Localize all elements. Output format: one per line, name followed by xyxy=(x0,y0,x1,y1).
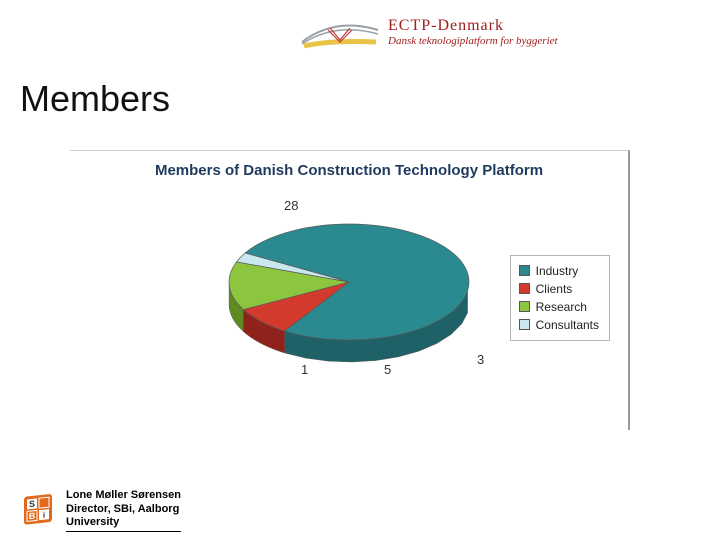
footer-line2: Director, SBi, Aalborg xyxy=(66,503,181,517)
legend-item-clients: Clients xyxy=(519,280,599,298)
legend-swatch-icon xyxy=(519,301,530,312)
sbi-logo-icon: S i B xyxy=(22,493,56,527)
legend-label: Clients xyxy=(536,282,573,296)
pie-chart-container: Members of Danish Construction Technolog… xyxy=(70,150,630,430)
svg-text:B: B xyxy=(29,511,36,522)
svg-text:S: S xyxy=(29,499,35,510)
footer-line3: University xyxy=(66,516,181,530)
legend-swatch-icon xyxy=(519,319,530,330)
footer-line1: Lone Møller Sørensen xyxy=(66,489,181,503)
logo-subtitle: Dansk teknologiplatform for byggeriet xyxy=(388,35,558,47)
logo-title: ECTP-Denmark xyxy=(388,17,558,35)
page-title: Members xyxy=(20,78,170,120)
legend-swatch-icon xyxy=(519,265,530,276)
slice-label-research: 5 xyxy=(384,362,391,377)
legend-label: Consultants xyxy=(536,318,599,332)
legend-label: Research xyxy=(536,300,587,314)
footer: S i B Lone Møller Sørensen Director, SBi… xyxy=(22,489,181,532)
slice-label-clients: 3 xyxy=(477,352,484,367)
legend-item-consultants: Consultants xyxy=(519,316,599,334)
legend-label: Industry xyxy=(536,264,579,278)
slice-label-consultants: 1 xyxy=(301,362,308,377)
header-logo: ECTP-Denmark Dansk teknologiplatform for… xyxy=(300,8,660,56)
footer-text: Lone Møller Sørensen Director, SBi, Aalb… xyxy=(66,489,181,532)
logo-swoosh-icon xyxy=(300,12,380,52)
legend-swatch-icon xyxy=(519,283,530,294)
chart-title: Members of Danish Construction Technolog… xyxy=(70,151,628,185)
logo-text: ECTP-Denmark Dansk teknologiplatform for… xyxy=(388,17,558,47)
chart-legend: Industry Clients Research Consultants xyxy=(510,255,610,341)
legend-item-research: Research xyxy=(519,298,599,316)
svg-text:i: i xyxy=(43,511,45,520)
slice-label-industry: 28 xyxy=(284,198,298,213)
pie-chart-svg xyxy=(219,210,479,380)
pie-wrap: 28 3 5 1 xyxy=(189,190,509,390)
legend-item-industry: Industry xyxy=(519,262,599,280)
chart-body: 28 3 5 1 Industry Clients Research Consu… xyxy=(70,185,628,395)
